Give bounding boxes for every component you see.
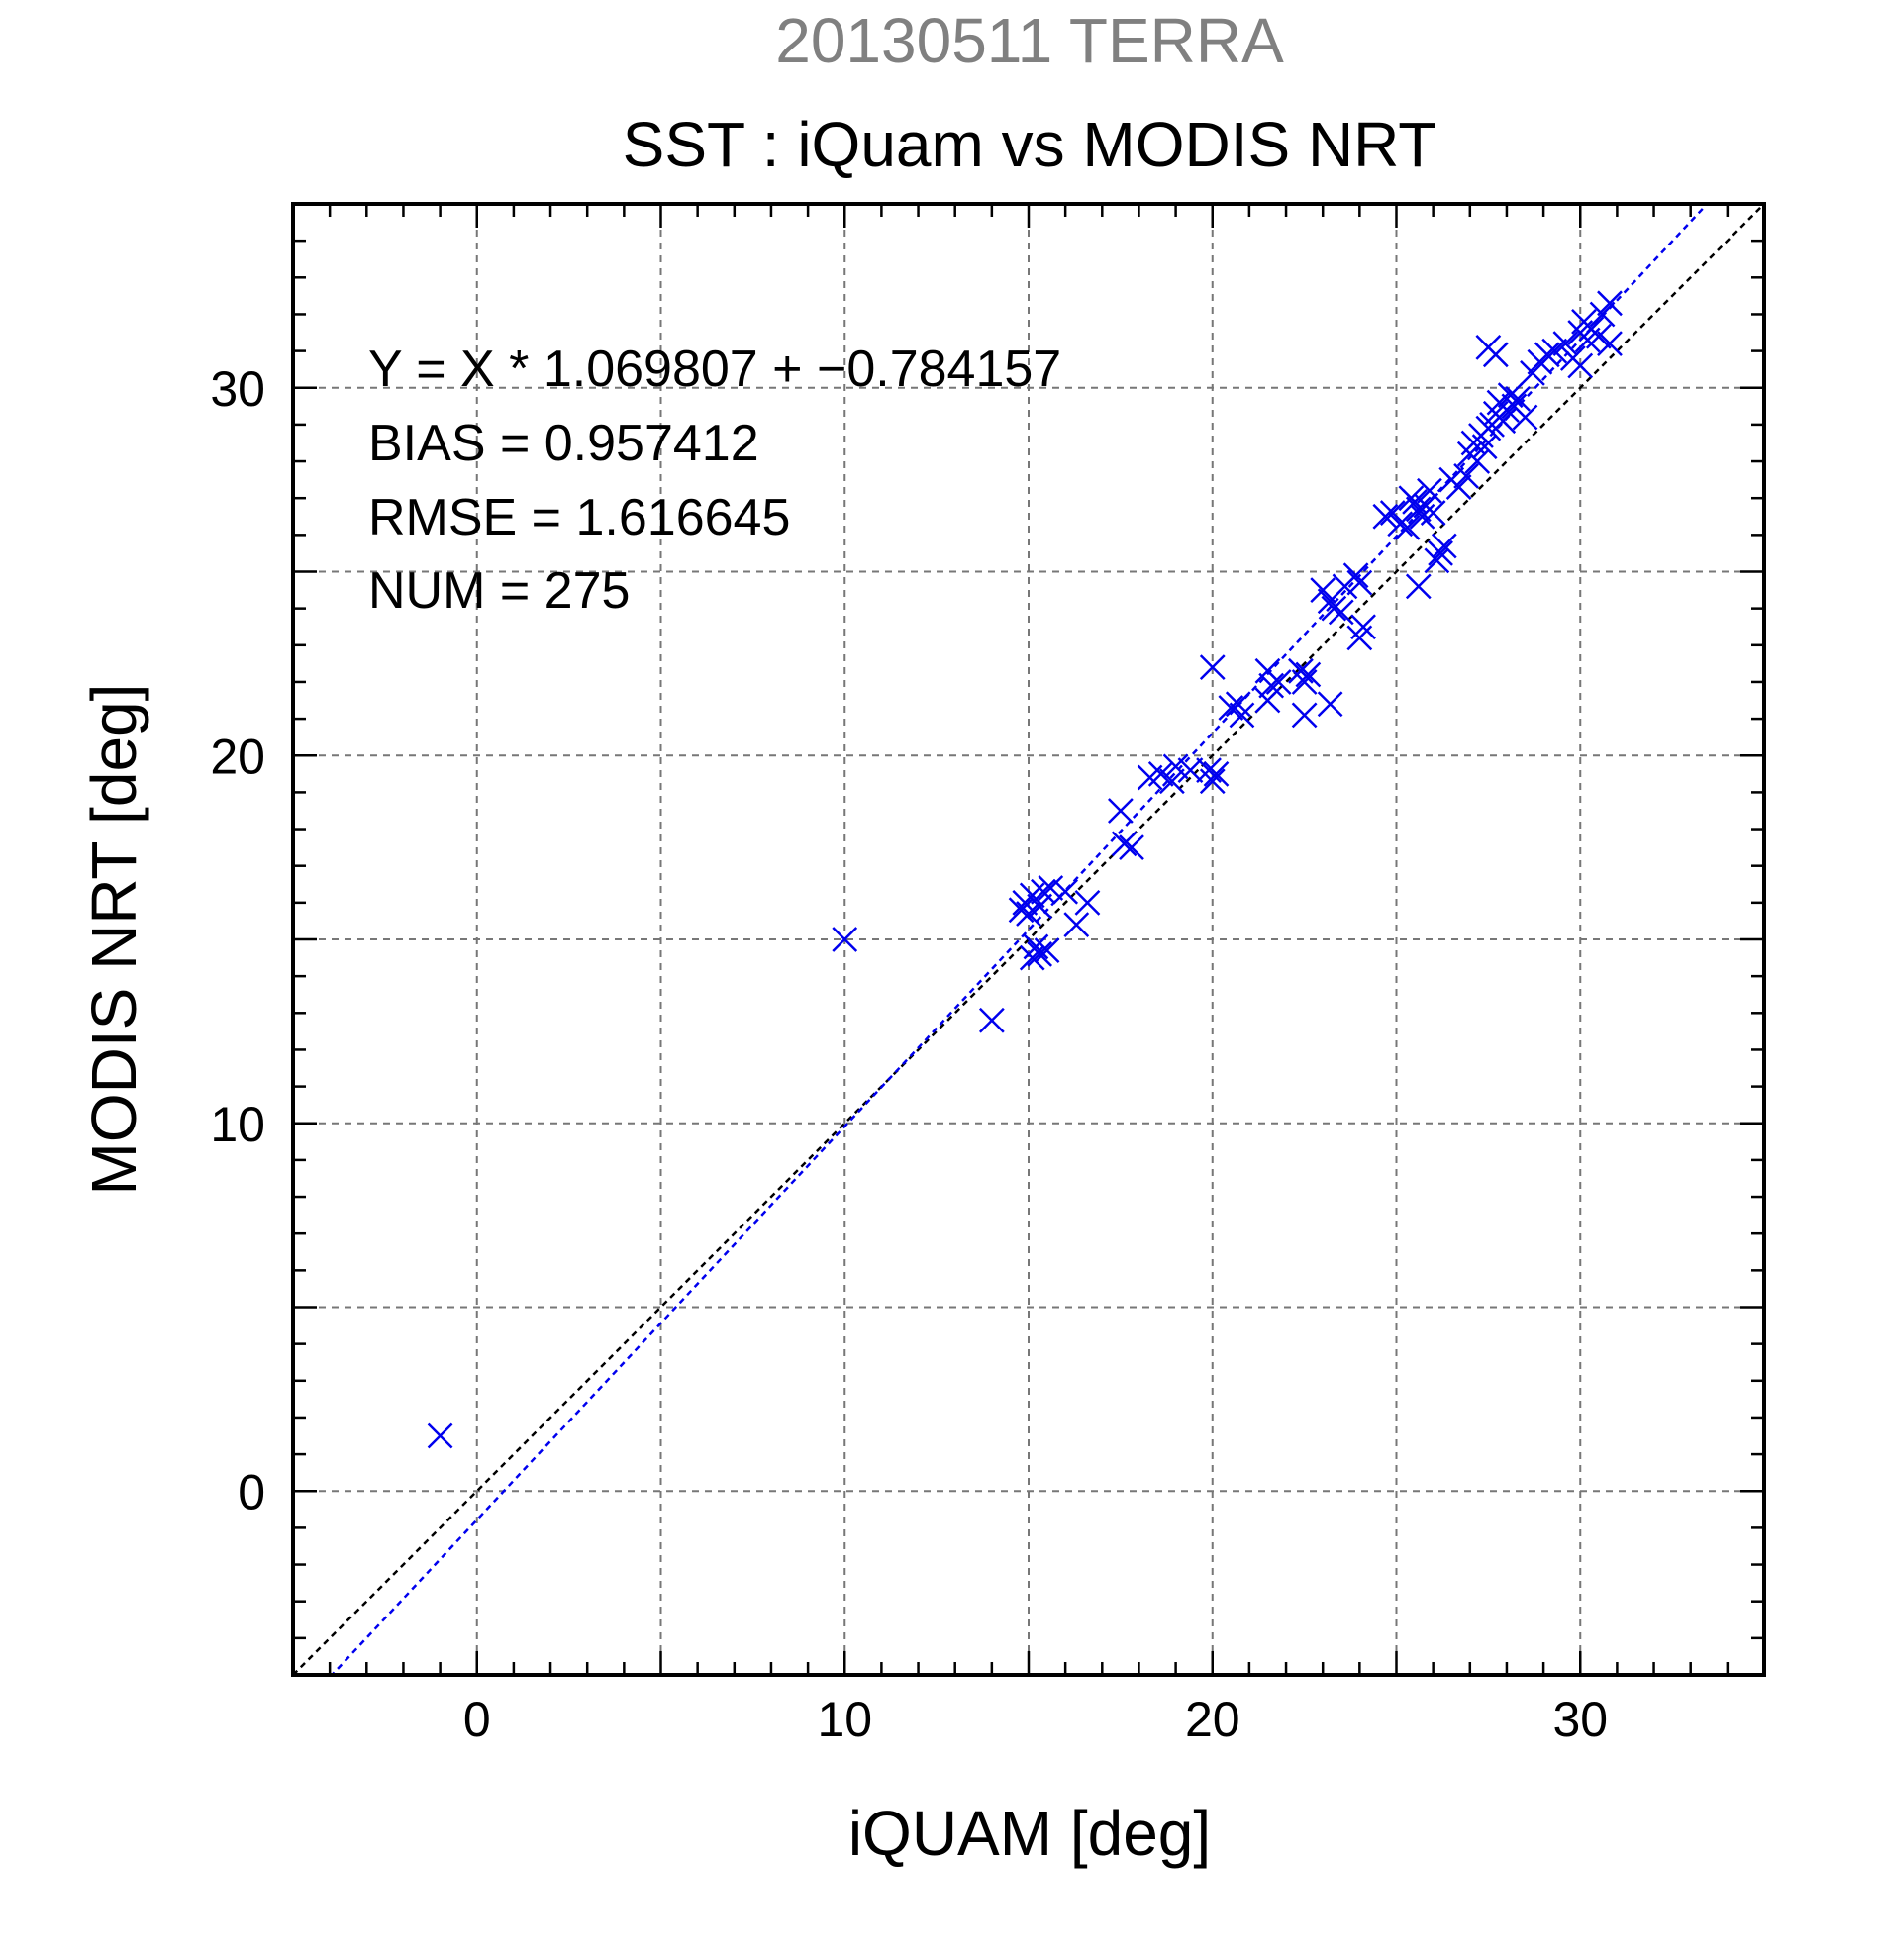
data-point bbox=[978, 1007, 1005, 1033]
data-point bbox=[1258, 672, 1285, 699]
data-point bbox=[1428, 540, 1453, 566]
data-point bbox=[1254, 657, 1281, 684]
chart-title: SST : iQuam vs MODIS NRT bbox=[623, 109, 1437, 180]
data-point bbox=[1291, 669, 1318, 695]
x-tick-label: 0 bbox=[463, 1692, 491, 1747]
data-point bbox=[1052, 878, 1079, 905]
data-point bbox=[1567, 352, 1594, 379]
x-tick-label: 30 bbox=[1552, 1692, 1608, 1747]
data-point bbox=[1346, 625, 1373, 651]
y-tick-label: 0 bbox=[238, 1464, 265, 1519]
plot-frame bbox=[291, 202, 1766, 1677]
data-point bbox=[1027, 940, 1053, 967]
data-point bbox=[1119, 834, 1144, 861]
data-point bbox=[1074, 889, 1101, 916]
data-point bbox=[1534, 342, 1560, 368]
data-point bbox=[1218, 695, 1244, 721]
data-point bbox=[1431, 533, 1457, 559]
data-point bbox=[1464, 448, 1491, 474]
data-point bbox=[1063, 912, 1090, 938]
data-point bbox=[1027, 893, 1053, 920]
data-point bbox=[1482, 342, 1509, 368]
stats-annotation: Y = X * 1.069807 + −0.784157 BIAS = 0.95… bbox=[368, 341, 1061, 620]
tick-labels: 0 10 20 30 0 10 20 30 bbox=[210, 361, 1608, 1747]
data-point bbox=[832, 927, 858, 952]
num-text: NUM = 275 bbox=[368, 562, 630, 620]
data-point bbox=[1346, 569, 1373, 596]
data-point bbox=[1387, 511, 1414, 538]
data-point bbox=[1541, 338, 1568, 364]
data-point bbox=[1034, 937, 1060, 964]
x-tick-label: 10 bbox=[817, 1692, 872, 1747]
data-point bbox=[1177, 757, 1204, 783]
chart-subtitle: 20130511 TERRA bbox=[775, 5, 1284, 76]
data-point bbox=[1585, 323, 1612, 349]
data-point bbox=[1417, 477, 1442, 504]
y-tick-label: 10 bbox=[210, 1097, 265, 1152]
data-point bbox=[1107, 798, 1134, 824]
data-point bbox=[1254, 687, 1281, 714]
data-point bbox=[1342, 562, 1369, 589]
y-tick-label: 30 bbox=[210, 361, 265, 417]
data-point bbox=[1424, 547, 1450, 574]
data-point bbox=[427, 1422, 453, 1449]
bias-text: BIAS = 0.957412 bbox=[368, 415, 759, 472]
fit-equation-text: Y = X * 1.069807 + −0.784157 bbox=[368, 341, 1061, 398]
data-point bbox=[1405, 573, 1432, 600]
data-point bbox=[1203, 760, 1230, 787]
data-point bbox=[1159, 768, 1185, 795]
data-point bbox=[1420, 500, 1446, 526]
data-point bbox=[1552, 331, 1579, 357]
data-point bbox=[1597, 290, 1623, 317]
data-point bbox=[1030, 878, 1056, 905]
data-point bbox=[1229, 702, 1255, 729]
x-axis-label: iQUAM [deg] bbox=[848, 1798, 1211, 1869]
data-point bbox=[1291, 702, 1318, 729]
x-tick-label: 20 bbox=[1185, 1692, 1240, 1747]
data-point bbox=[1328, 599, 1354, 626]
data-point bbox=[1512, 404, 1538, 431]
data-point bbox=[1310, 577, 1336, 603]
data-point bbox=[1405, 496, 1432, 523]
data-point bbox=[1199, 654, 1226, 680]
data-point bbox=[1038, 875, 1064, 901]
data-point bbox=[1520, 360, 1545, 386]
data-point bbox=[1147, 760, 1174, 787]
y-axis-label: MODIS NRT [deg] bbox=[78, 684, 149, 1196]
data-point bbox=[1317, 691, 1343, 718]
data-point bbox=[1162, 753, 1189, 780]
data-point bbox=[1295, 661, 1322, 688]
data-point bbox=[1597, 331, 1623, 357]
data-point bbox=[1453, 463, 1479, 489]
data-point bbox=[1445, 474, 1472, 500]
data-point bbox=[1505, 386, 1531, 412]
data-point bbox=[1394, 515, 1421, 540]
rmse-text: RMSE = 1.616645 bbox=[368, 489, 790, 546]
data-point bbox=[1321, 595, 1347, 622]
data-point bbox=[1008, 897, 1035, 924]
minor-ticks bbox=[293, 204, 1764, 1675]
data-point bbox=[1199, 768, 1226, 795]
data-point bbox=[1372, 503, 1399, 530]
data-point bbox=[1111, 831, 1138, 857]
data-points bbox=[427, 290, 1623, 1449]
data-point bbox=[1589, 301, 1616, 328]
y-tick-label: 20 bbox=[210, 729, 265, 784]
